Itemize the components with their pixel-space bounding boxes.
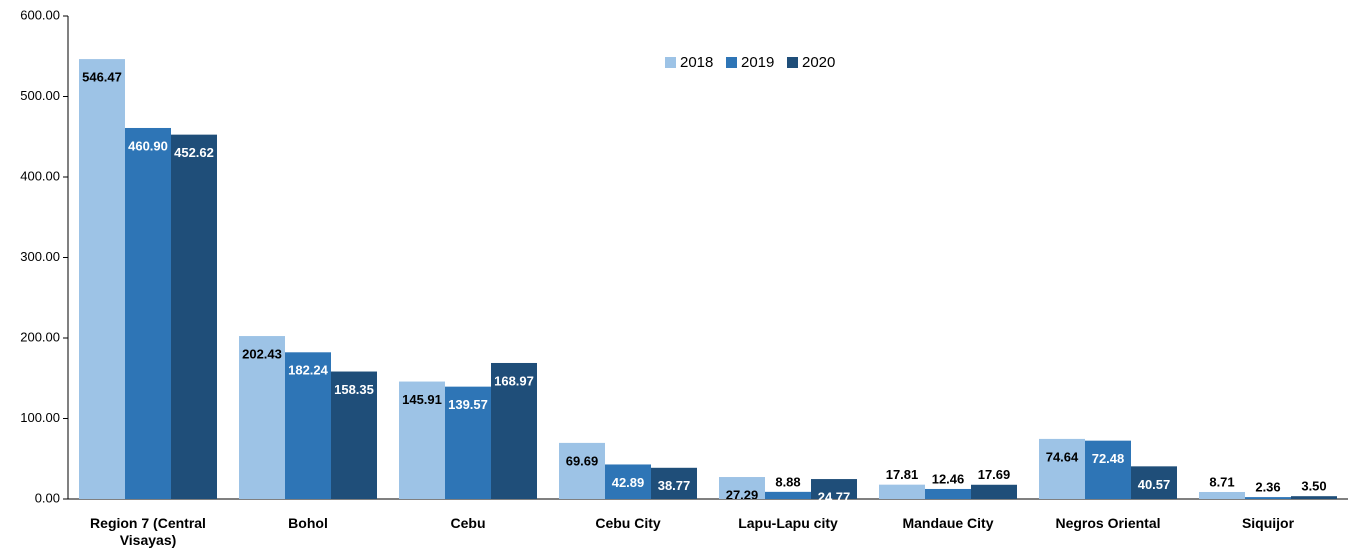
bar — [971, 484, 1017, 499]
x-tick-label: Cebu — [450, 515, 486, 531]
data-label: 69.69 — [566, 453, 599, 468]
legend-swatch — [787, 57, 798, 68]
bar — [239, 336, 285, 499]
data-label: 139.57 — [448, 397, 488, 412]
data-label: 168.97 — [494, 373, 534, 388]
data-label: 42.89 — [612, 475, 645, 490]
bar — [1039, 438, 1085, 499]
bar — [651, 467, 697, 499]
x-tick-label: Mandaue City — [902, 515, 994, 531]
x-tick-label: Cebu City — [595, 515, 661, 531]
bar — [1245, 497, 1291, 499]
bar — [879, 484, 925, 499]
data-label: 40.57 — [1138, 477, 1171, 492]
bar — [1131, 466, 1177, 499]
bar — [171, 134, 217, 499]
bar — [719, 477, 765, 499]
x-tick-label: Region 7 (Central Visayas) — [90, 515, 206, 548]
data-label: 8.71 — [1209, 474, 1234, 489]
data-label: 546.47 — [82, 70, 122, 85]
bar — [79, 59, 125, 500]
data-label: 8.88 — [775, 474, 800, 489]
bar — [331, 371, 377, 499]
data-label: 72.48 — [1092, 451, 1125, 466]
data-label: 24.77 — [818, 489, 851, 504]
bar — [1085, 440, 1131, 499]
bar — [811, 479, 857, 499]
bar — [765, 491, 811, 499]
bar — [1291, 496, 1337, 499]
bar — [125, 127, 171, 500]
bar — [1199, 491, 1245, 499]
y-tick-label: 500.00 — [20, 88, 60, 103]
data-label: 38.77 — [658, 478, 691, 493]
data-label: 452.62 — [174, 145, 214, 160]
data-label: 158.35 — [334, 382, 374, 397]
y-tick-label: 600.00 — [20, 7, 60, 22]
y-tick-label: 400.00 — [20, 168, 60, 183]
data-label: 3.50 — [1301, 479, 1326, 494]
legend-label: 2018 — [680, 54, 713, 71]
x-tick-label: Siquijor — [1241, 515, 1295, 531]
legend-label: 2019 — [741, 54, 774, 71]
data-label: 27.29 — [726, 487, 759, 502]
y-tick-label: 300.00 — [20, 249, 60, 264]
bar — [491, 362, 537, 499]
y-tick-label: 0.00 — [35, 490, 60, 505]
data-label: 17.69 — [978, 467, 1011, 482]
data-label: 17.81 — [886, 467, 919, 482]
bar — [445, 386, 491, 499]
data-label: 182.24 — [288, 363, 329, 378]
data-label: 12.46 — [932, 471, 965, 486]
bar — [559, 442, 605, 499]
legend-swatch — [726, 57, 737, 68]
x-tick-label: Negros Oriental — [1055, 515, 1161, 531]
y-tick-label: 100.00 — [20, 410, 60, 425]
y-tick-label: 200.00 — [20, 329, 60, 344]
legend-label: 2020 — [802, 54, 835, 71]
data-label: 202.43 — [242, 346, 282, 361]
x-tick-label: Lapu-Lapu city — [738, 515, 838, 531]
legend-swatch — [665, 57, 676, 68]
bar — [605, 464, 651, 499]
bar — [285, 352, 331, 499]
data-label: 460.90 — [128, 138, 168, 153]
bar — [925, 488, 971, 499]
bar — [399, 381, 445, 499]
data-label: 74.64 — [1046, 449, 1079, 464]
data-label: 2.36 — [1255, 480, 1280, 495]
data-label: 145.91 — [402, 392, 442, 407]
x-tick-label: Bohol — [288, 515, 328, 531]
